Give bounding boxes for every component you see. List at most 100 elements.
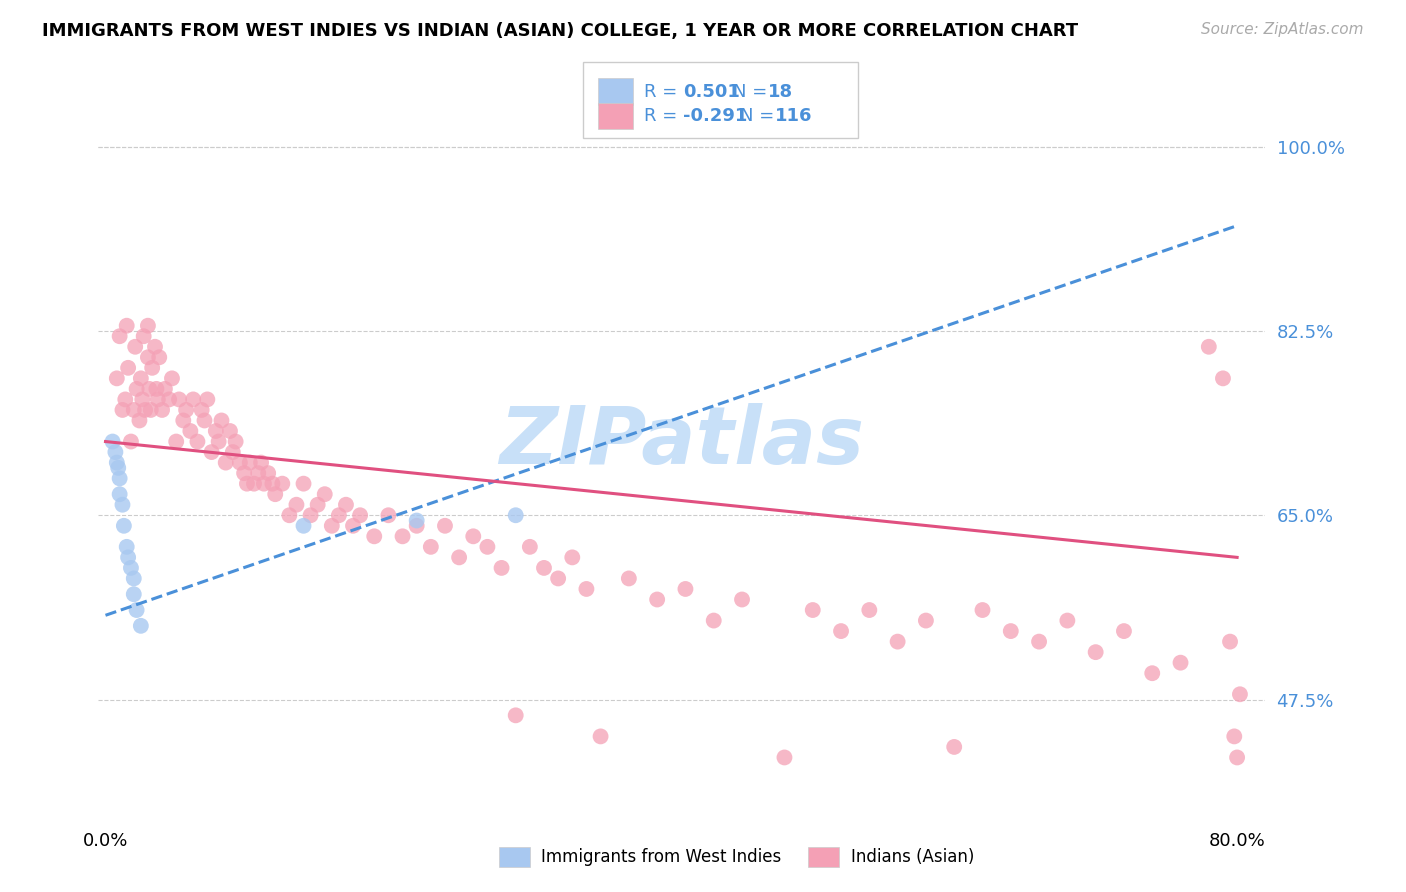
Point — [972, 603, 994, 617]
Point — [271, 476, 294, 491]
Point — [377, 508, 399, 523]
Point — [830, 624, 852, 639]
Point — [125, 603, 148, 617]
Point — [561, 550, 583, 565]
Point — [773, 750, 796, 764]
Point — [120, 561, 142, 575]
Point — [134, 403, 156, 417]
Point — [146, 392, 169, 407]
Point — [589, 730, 612, 744]
Point — [236, 476, 259, 491]
Point — [391, 529, 413, 543]
Point — [247, 466, 270, 480]
Point — [519, 540, 541, 554]
Text: IMMIGRANTS FROM WEST INDIES VS INDIAN (ASIAN) COLLEGE, 1 YEAR OR MORE CORRELATIO: IMMIGRANTS FROM WEST INDIES VS INDIAN (A… — [42, 22, 1078, 40]
Point — [141, 360, 163, 375]
Point — [264, 487, 287, 501]
Point — [915, 614, 938, 628]
Text: -0.291: -0.291 — [683, 107, 748, 125]
Point — [117, 550, 139, 565]
Point — [342, 518, 364, 533]
Point — [1142, 666, 1164, 681]
Point — [505, 508, 527, 523]
Point — [547, 571, 569, 585]
Point — [105, 456, 128, 470]
Point — [1112, 624, 1135, 639]
Point — [111, 403, 134, 417]
Point — [675, 582, 697, 596]
Point — [174, 403, 197, 417]
Point — [943, 739, 966, 754]
Point — [160, 371, 183, 385]
Point — [115, 540, 138, 554]
Point — [172, 413, 194, 427]
Point — [222, 445, 245, 459]
Point — [449, 550, 471, 565]
Point — [200, 445, 222, 459]
Point — [219, 424, 242, 438]
Point — [122, 571, 145, 585]
Point — [335, 498, 357, 512]
Point — [703, 614, 725, 628]
Point — [239, 456, 262, 470]
Point — [257, 466, 280, 480]
Point — [1223, 730, 1246, 744]
Point — [349, 508, 371, 523]
Point — [208, 434, 231, 449]
Point — [125, 382, 148, 396]
Point — [463, 529, 485, 543]
Point — [143, 340, 166, 354]
Point — [1028, 634, 1050, 648]
Point — [278, 508, 301, 523]
Point — [477, 540, 499, 554]
Text: Immigrants from West Indies: Immigrants from West Indies — [541, 848, 782, 866]
Point — [363, 529, 385, 543]
Point — [115, 318, 138, 333]
Point — [122, 587, 145, 601]
Point — [205, 424, 228, 438]
Point — [136, 351, 159, 365]
Point — [253, 476, 276, 491]
Point — [801, 603, 824, 617]
Point — [731, 592, 754, 607]
Point — [132, 329, 155, 343]
Point — [1056, 614, 1078, 628]
Point — [167, 392, 190, 407]
Point — [114, 392, 136, 407]
Point — [262, 476, 284, 491]
Point — [186, 434, 208, 449]
Point — [886, 634, 908, 648]
Point — [1219, 634, 1241, 648]
Point — [111, 498, 134, 512]
Point — [1229, 687, 1251, 701]
Point — [419, 540, 441, 554]
Text: Source: ZipAtlas.com: Source: ZipAtlas.com — [1201, 22, 1364, 37]
Point — [122, 403, 145, 417]
Text: Indians (Asian): Indians (Asian) — [851, 848, 974, 866]
Text: 18: 18 — [768, 83, 793, 101]
Point — [215, 456, 238, 470]
Point — [124, 340, 146, 354]
Point — [617, 571, 640, 585]
Point — [533, 561, 555, 575]
Point — [138, 382, 160, 396]
Point — [157, 392, 180, 407]
Point — [153, 382, 176, 396]
Point — [505, 708, 527, 723]
Point — [1084, 645, 1107, 659]
Point — [131, 392, 153, 407]
Point — [1198, 340, 1220, 354]
Text: N =: N = — [733, 83, 772, 101]
Point — [148, 351, 170, 365]
Point — [193, 413, 215, 427]
Point — [139, 403, 162, 417]
Text: 0.501: 0.501 — [683, 83, 740, 101]
Point — [195, 392, 218, 407]
Point — [165, 434, 187, 449]
Point — [314, 487, 336, 501]
Point — [117, 360, 139, 375]
Point — [190, 403, 212, 417]
Point — [108, 329, 131, 343]
Point — [181, 392, 204, 407]
Point — [1226, 750, 1249, 764]
